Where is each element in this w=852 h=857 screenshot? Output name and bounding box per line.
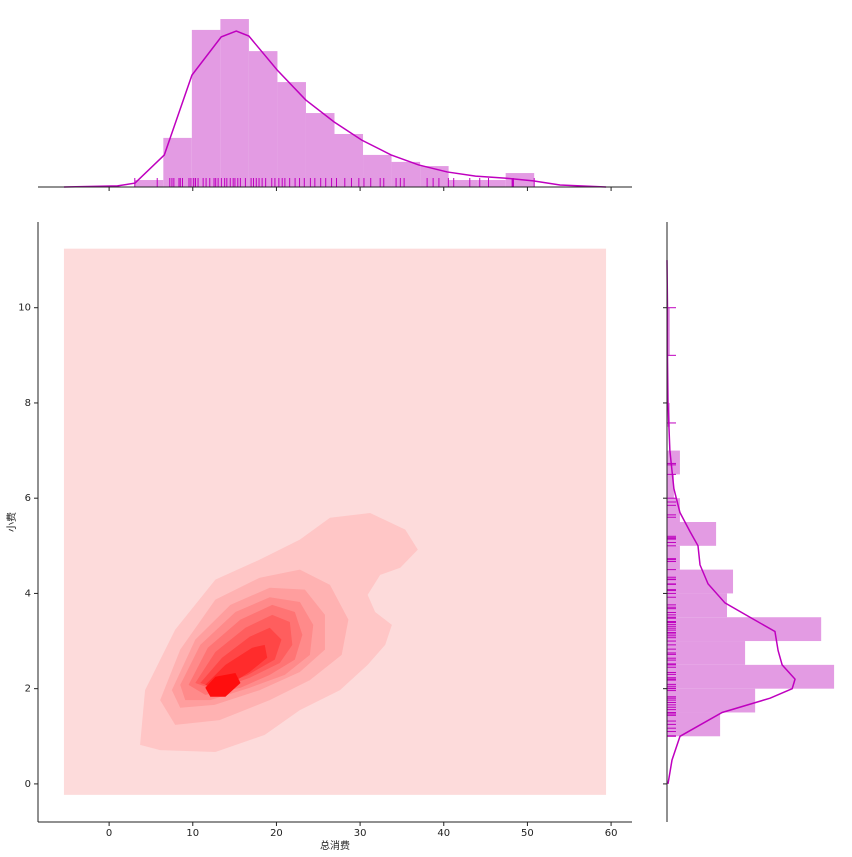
- x-tick-label: 10: [186, 828, 199, 839]
- hist-bar: [667, 474, 674, 499]
- hist-bar: [363, 154, 392, 187]
- hist-bar: [134, 180, 164, 187]
- kde-contour: [205, 672, 241, 697]
- hist-bar: [667, 688, 756, 713]
- kde-line: [666, 260, 796, 785]
- x-tick-label: 50: [521, 828, 534, 839]
- hist-bar: [667, 307, 670, 332]
- x-tick-label: 40: [437, 828, 450, 839]
- y-axis-label: 小费: [5, 512, 18, 532]
- hist-bar: [667, 545, 680, 570]
- hist-bar: [667, 498, 680, 522]
- hist-bar: [248, 51, 278, 187]
- hist-bar: [305, 113, 335, 187]
- x-tick-label: 60: [605, 828, 618, 839]
- hist-bar: [220, 19, 249, 187]
- hist-bar: [667, 664, 835, 689]
- x-tick-label: 0: [106, 828, 112, 839]
- hist-bar: [191, 29, 221, 187]
- y-tick-label: 2: [25, 684, 31, 695]
- hist-bar: [477, 180, 506, 187]
- hist-bar: [334, 133, 364, 187]
- x-tick-label: 20: [270, 828, 283, 839]
- hist-bar: [448, 180, 478, 187]
- y-tick-label: 4: [25, 588, 31, 599]
- hist-bar: [667, 450, 680, 475]
- hist-bar: [667, 641, 746, 665]
- hist-bar: [277, 82, 306, 187]
- y-tick-label: 8: [25, 398, 31, 409]
- kde-line: [63, 30, 607, 188]
- y-tick-label: 10: [18, 303, 31, 314]
- hist-bar: [667, 331, 670, 356]
- hist-bar: [667, 569, 734, 594]
- y-tick-label: 6: [25, 493, 31, 504]
- hist-bar: [667, 593, 728, 618]
- hist-bar: [667, 712, 721, 737]
- hist-bar: [667, 617, 822, 642]
- y-tick-label: 0: [25, 779, 31, 790]
- x-axis-label: 总消费: [320, 839, 350, 852]
- x-tick-label: 30: [354, 828, 367, 839]
